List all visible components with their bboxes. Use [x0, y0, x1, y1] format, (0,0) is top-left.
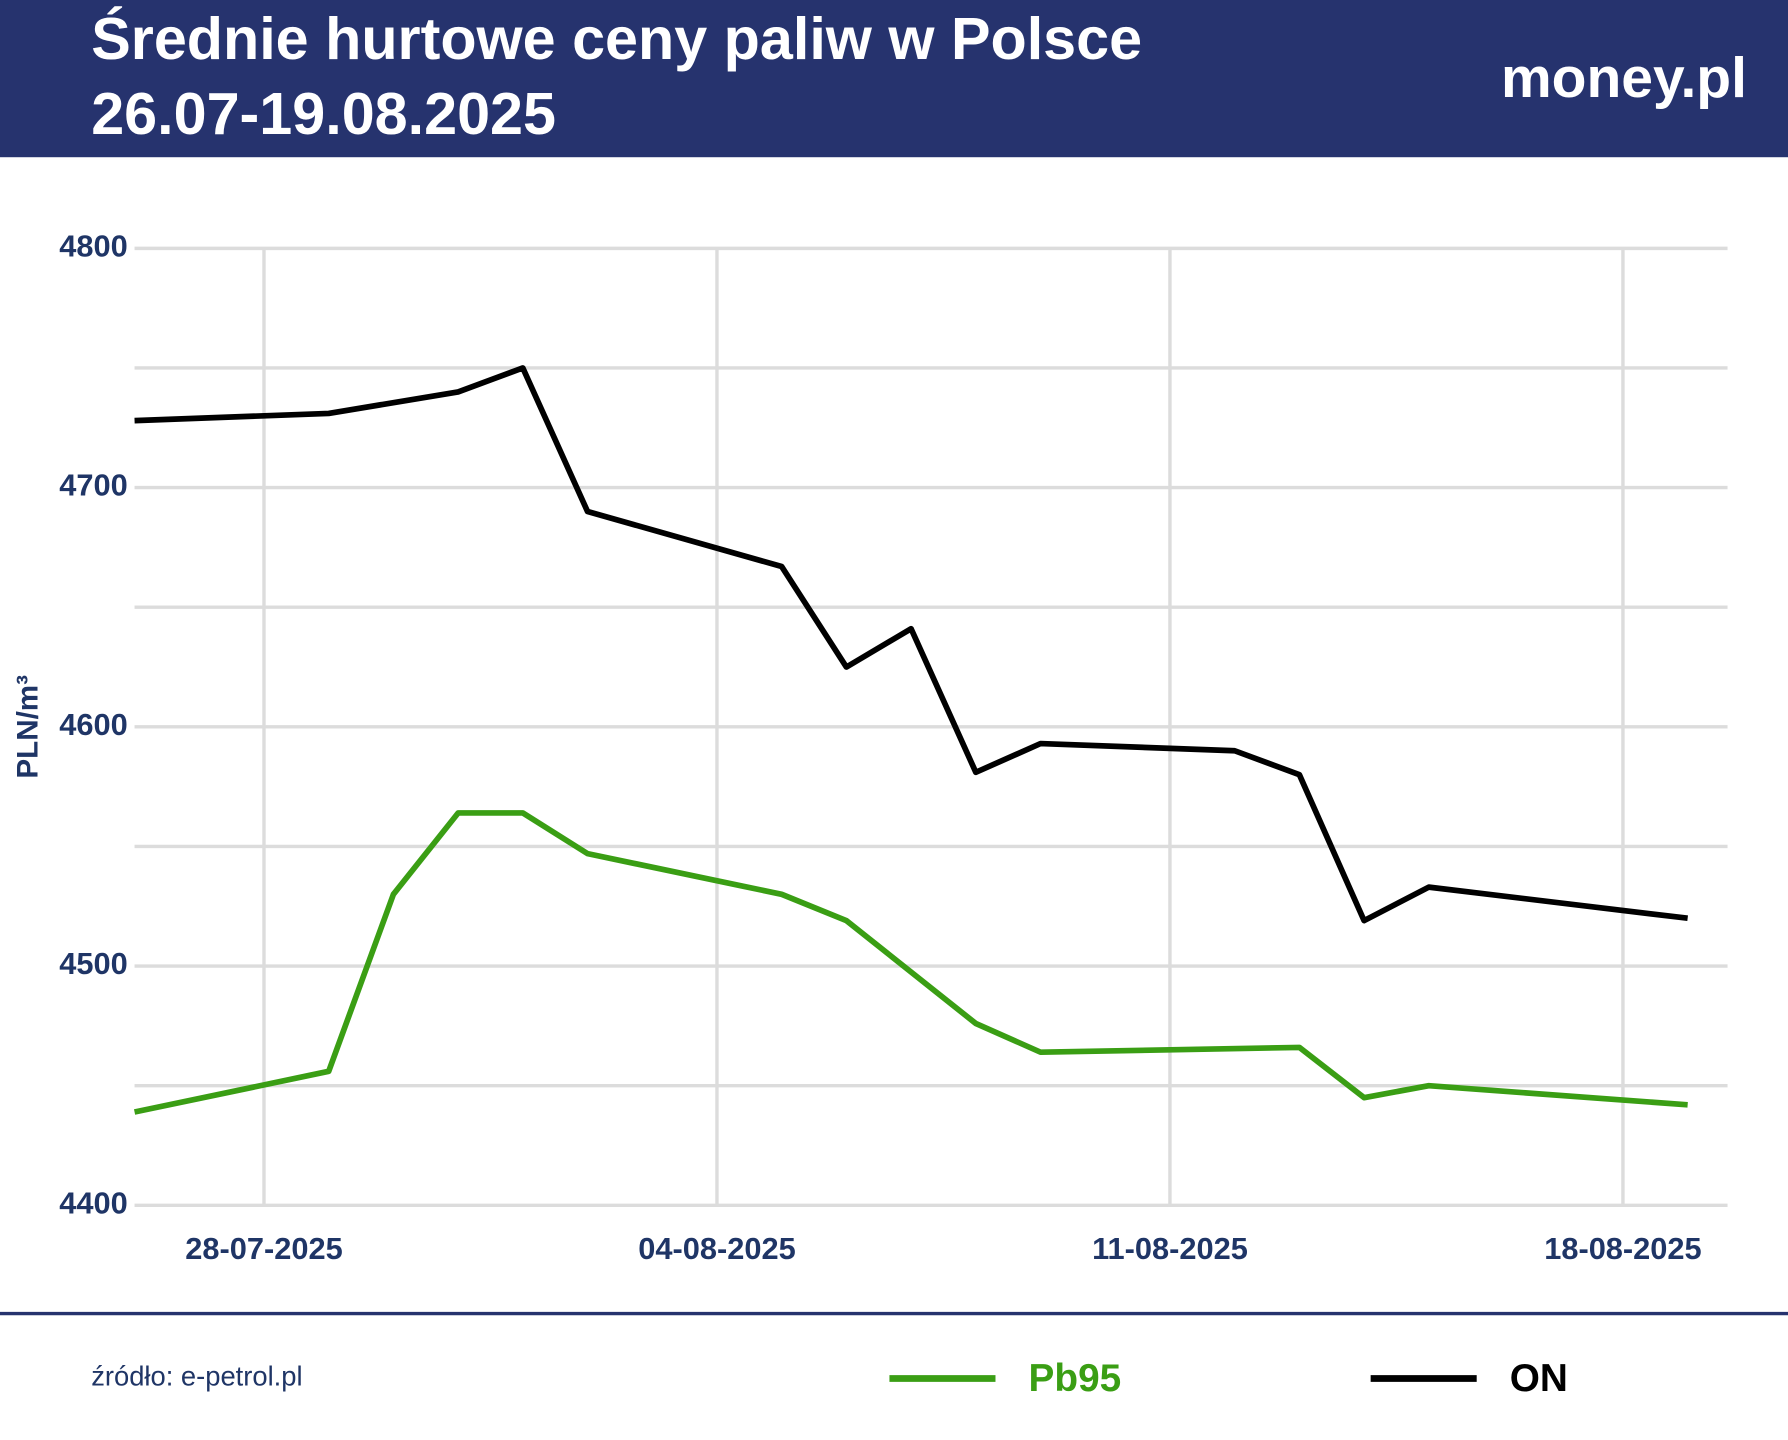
header — [0, 0, 1788, 158]
x-tick-label: 28-07-2025 — [185, 1231, 342, 1266]
logo: money.pl — [1501, 46, 1747, 110]
x-tick-label: 04-08-2025 — [638, 1231, 795, 1266]
legend-label: ON — [1510, 1357, 1568, 1400]
y-axis-label: PLN/m³ — [11, 675, 44, 779]
y-tick-label: 4600 — [59, 707, 127, 742]
x-tick-label: 18-08-2025 — [1544, 1231, 1701, 1266]
line — [134, 365, 1688, 924]
chart-subtitle: 26.07-19.08.2025 — [91, 80, 556, 147]
x-tick-label: 11-08-2025 — [1092, 1231, 1248, 1266]
y-tick-label: 4800 — [59, 228, 127, 263]
y-tick-label: 4500 — [59, 946, 127, 981]
legend-label: Pb95 — [1029, 1357, 1122, 1400]
source: źródło: e-petrol.pl — [91, 1361, 302, 1392]
line — [133, 810, 1688, 1115]
y-tick-label: 4400 — [59, 1185, 127, 1220]
y-tick-label: 4700 — [59, 468, 127, 503]
chart-title: Średnie hurtowe ceny paliw w Polsce — [91, 5, 1142, 72]
